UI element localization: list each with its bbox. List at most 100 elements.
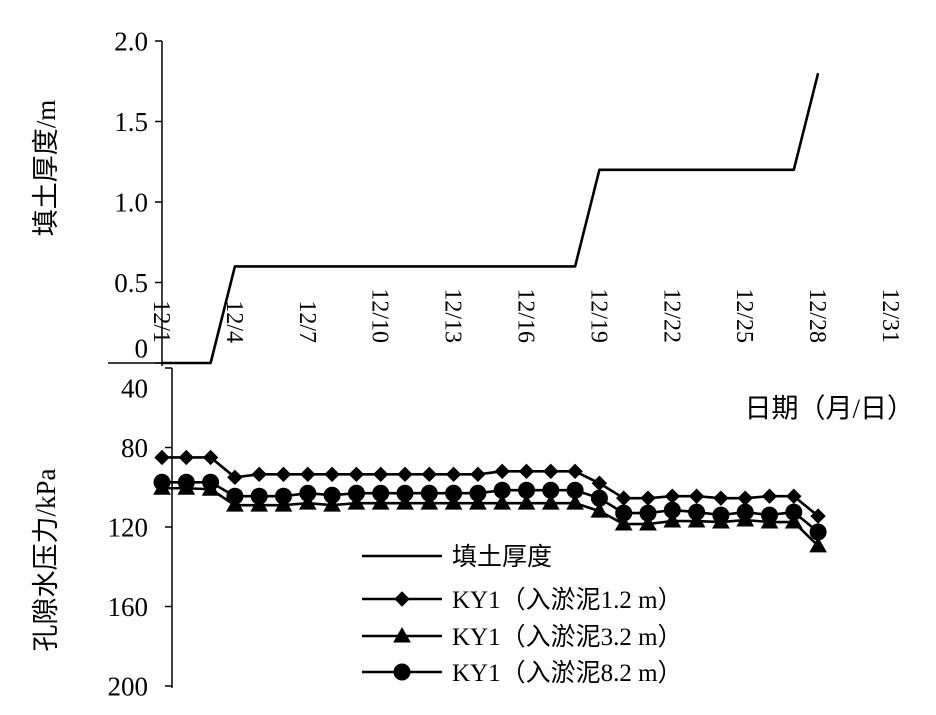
data-point-ky1-3-2m	[590, 502, 609, 518]
x-tick-label: 12/25	[731, 288, 757, 343]
series-ky1-8-2m	[153, 473, 827, 541]
data-point-ky1-8-2m	[809, 523, 827, 541]
x-tick-label: 12/16	[513, 288, 539, 343]
series-line-ky1-1-2m	[162, 456, 819, 518]
data-point-ky1-8-2m	[518, 481, 535, 499]
series-line-ky1-8-2m	[162, 480, 819, 533]
data-point-ky1-1-2m	[567, 463, 583, 480]
data-point-ky1-1-2m	[640, 490, 656, 506]
top-y-tick-label: 2.0	[114, 26, 148, 56]
data-point-ky1-1-2m	[688, 488, 705, 504]
data-point-ky1-1-2m	[664, 488, 681, 504]
data-point-ky1-8-2m	[469, 484, 487, 502]
data-point-ky1-8-2m	[493, 481, 511, 499]
data-point-ky1-8-2m	[347, 484, 365, 502]
data-point-ky1-8-2m	[226, 487, 244, 505]
x-tick-label: 12/13	[440, 288, 466, 343]
data-point-ky1-8-2m	[566, 481, 584, 499]
data-point-ky1-1-2m	[251, 466, 267, 483]
data-point-ky1-8-2m	[396, 484, 414, 502]
data-point-ky1-1-2m	[470, 466, 486, 483]
series-ky1-1-2m	[154, 449, 826, 524]
data-point-ky1-3-2m	[396, 494, 414, 510]
legend-item-ky1-8-2m: KY1（入淤泥8.2 m）	[362, 659, 683, 687]
data-point-ky1-1-2m	[591, 475, 608, 491]
data-point-ky1-1-2m	[178, 449, 195, 466]
data-point-ky1-8-2m	[202, 473, 220, 491]
legend-item-ky1-1-2m: KY1（入淤泥1.2 m）	[362, 586, 683, 614]
data-point-ky1-8-2m	[323, 486, 341, 504]
data-point-ky1-3-2m	[347, 494, 366, 510]
data-point-ky1-3-2m	[371, 494, 390, 510]
data-point-ky1-3-2m	[809, 536, 827, 553]
data-point-ky1-8-2m	[275, 487, 292, 505]
bottom-y-axis-title: 孔隙水压力/kPa	[31, 468, 61, 651]
data-point-ky1-3-2m	[541, 494, 560, 510]
x-tick-label: 12/31	[877, 288, 903, 343]
data-point-ky1-1-2m	[275, 466, 292, 483]
data-point-ky1-8-2m	[420, 484, 438, 502]
data-point-ky1-8-2m	[445, 484, 463, 502]
top-y-tick-label: 0	[135, 333, 149, 363]
data-point-ky1-3-2m	[444, 494, 463, 510]
data-point-ky1-3-2m	[639, 515, 657, 531]
top-y-tick-label: 1.5	[114, 107, 148, 137]
bottom-y-tick-label: 160	[108, 592, 149, 622]
data-point-ky1-1-2m	[494, 463, 510, 480]
legend: 填土厚度 KY1（入淤泥1.2 m） KY1（入淤泥3.2 m） KY1（入淤泥8.2…	[362, 543, 683, 687]
data-point-ky1-1-2m	[761, 488, 778, 504]
data-point-ky1-3-2m	[323, 496, 341, 512]
data-point-ky1-3-2m	[566, 494, 584, 510]
x-tick-label: 12/10	[367, 288, 393, 343]
data-point-ky1-3-2m	[663, 512, 682, 528]
x-tick-label: 12/22	[658, 288, 684, 343]
data-point-ky1-1-2m	[518, 463, 535, 480]
series-line-ky1-3-2m	[162, 486, 820, 547]
bottom-y-tick-label: 200	[108, 671, 149, 701]
top-y-tick-label: 0.5	[114, 268, 148, 298]
data-point-ky1-3-2m	[469, 494, 487, 510]
data-point-ky1-1-2m	[154, 449, 170, 466]
data-point-ky1-1-2m	[227, 469, 243, 486]
data-point-ky1-8-2m	[712, 506, 730, 524]
data-point-ky1-1-2m	[713, 490, 729, 506]
data-point-ky1-8-2m	[299, 484, 317, 502]
x-axis-title: 日期（月/日）	[744, 393, 914, 423]
legend-label: KY1（入淤泥8.2 m）	[452, 659, 683, 687]
data-point-ky1-1-2m	[372, 466, 389, 483]
data-point-ky1-3-2m	[298, 494, 317, 510]
data-point-ky1-8-2m	[590, 489, 608, 507]
data-point-ky1-8-2m	[736, 503, 754, 521]
data-point-ky1-1-2m	[615, 490, 632, 506]
data-point-ky1-1-2m	[543, 463, 559, 480]
legend-item-ky1-3-2m: KY1（入淤泥3.2 m）	[362, 623, 683, 651]
data-point-ky1-3-2m	[517, 494, 536, 510]
legend-label: KY1（入淤泥3.2 m）	[452, 623, 683, 651]
x-tick-label: 12/19	[585, 288, 611, 343]
legend-item-fill-thickness: 填土厚度	[362, 543, 552, 571]
legend-marker	[393, 663, 411, 681]
data-point-ky1-1-2m	[737, 490, 753, 506]
data-point-ky1-8-2m	[663, 501, 681, 519]
data-point-ky1-8-2m	[372, 484, 390, 502]
x-tick-label: 12/1	[148, 300, 174, 343]
legend-label: KY1（入淤泥1.2 m）	[452, 586, 683, 614]
data-point-ky1-3-2m	[420, 494, 439, 510]
bottom-y-tick-label: 120	[108, 512, 149, 542]
data-point-ky1-8-2m	[615, 504, 633, 522]
top-y-tick-label: 1.0	[114, 187, 148, 217]
data-point-ky1-1-2m	[445, 466, 462, 483]
data-point-ky1-8-2m	[639, 504, 657, 522]
legend-marker	[394, 591, 410, 607]
data-point-ky1-3-2m	[614, 515, 633, 531]
top-y-axis-title: 填土厚度/m	[31, 100, 61, 237]
data-point-ky1-1-2m	[202, 449, 219, 466]
data-point-ky1-8-2m	[177, 473, 195, 491]
data-point-ky1-1-2m	[348, 466, 365, 483]
data-point-ky1-8-2m	[688, 503, 706, 521]
data-point-ky1-1-2m	[300, 466, 316, 483]
data-point-ky1-1-2m	[421, 466, 438, 483]
series-ky1-3-2m	[153, 479, 827, 553]
